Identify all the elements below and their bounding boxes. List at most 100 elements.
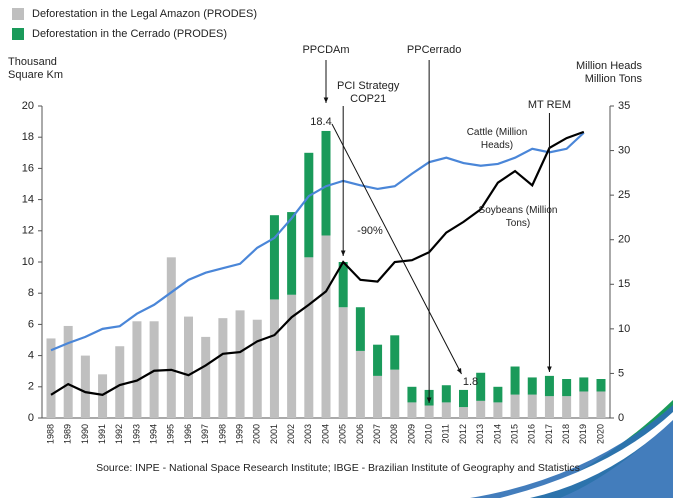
x-tick-label: 2013	[475, 424, 485, 444]
y2-tick-label: 5	[618, 367, 624, 379]
y-tick-label: 14	[22, 194, 34, 206]
bar	[47, 338, 56, 418]
x-tick-label: 2000	[252, 424, 262, 444]
y2-tick-label: 15	[618, 278, 630, 290]
x-tick-label: 2015	[509, 424, 519, 444]
legend-swatch	[12, 8, 24, 20]
y2-axis-title: Million Heads Million Tons	[570, 60, 642, 86]
x-tick-label: 1998	[217, 424, 227, 444]
bar	[511, 395, 520, 418]
bar	[184, 317, 193, 418]
x-tick-label: 2008	[389, 424, 399, 444]
bar	[167, 257, 176, 418]
y-tick-label: 2	[28, 381, 34, 393]
annotation-arrowhead	[547, 366, 552, 372]
bar	[339, 307, 348, 418]
bar	[64, 326, 73, 418]
x-tick-label: 1993	[131, 424, 141, 444]
y2-tick-label: 10	[618, 323, 630, 335]
x-tick-label: 2011	[441, 424, 451, 443]
bar	[253, 320, 262, 418]
x-tick-label: 2009	[406, 424, 416, 444]
x-tick-label: 2017	[544, 424, 554, 444]
x-tick-label: 1995	[166, 424, 176, 444]
line	[51, 132, 584, 395]
bar	[528, 395, 537, 418]
legend-label: Deforestation in the Cerrado (PRODES)	[32, 28, 227, 40]
annotation: PPCDAm	[286, 44, 366, 57]
y-tick-label: 8	[28, 287, 34, 299]
y2-tick-label: 25	[618, 189, 630, 201]
bar	[287, 295, 296, 418]
line-label: Soybeans (Million Tons)	[478, 204, 558, 230]
bar	[390, 370, 399, 418]
x-tick-label: 2001	[269, 424, 279, 444]
bar	[597, 379, 606, 391]
x-tick-label: 2004	[320, 424, 330, 444]
y-tick-label: 6	[28, 318, 34, 330]
bar	[218, 318, 227, 418]
bar	[304, 153, 313, 258]
annotation: MT REM	[519, 99, 579, 112]
bar	[459, 390, 468, 407]
page: {"chart_data": {"type": "bar", "categori…	[0, 0, 673, 498]
y-tick-label: 18	[22, 131, 34, 143]
x-tick-label: 2020	[595, 424, 605, 444]
x-tick-label: 1996	[183, 424, 193, 444]
bar	[528, 377, 537, 394]
bar	[407, 387, 416, 403]
x-tick-label: 1991	[97, 424, 107, 444]
line	[51, 133, 584, 351]
y-axis-title: Thousand Square Km	[8, 56, 68, 82]
x-tick-label: 2005	[338, 424, 348, 444]
annotation: PCI Strategy COP21	[333, 80, 403, 106]
x-tick-label: 1989	[63, 424, 73, 444]
y2-tick-label: 30	[618, 144, 630, 156]
bar	[579, 391, 588, 418]
x-tick-label: 1992	[114, 424, 124, 444]
legend-label: Deforestation in the Legal Amazon (PRODE…	[32, 8, 257, 20]
x-tick-label: 2016	[527, 424, 537, 444]
bar	[545, 396, 554, 418]
bar	[236, 310, 245, 418]
y-tick-label: 12	[22, 225, 34, 237]
x-tick-label: 2003	[303, 424, 313, 444]
y-tick-label: 0	[28, 412, 34, 424]
annotation: -90%	[350, 225, 390, 238]
bar	[390, 335, 399, 369]
annotation: 18.4	[306, 116, 336, 129]
bar	[407, 402, 416, 418]
annotation: 1.8	[456, 376, 486, 389]
bar	[562, 396, 571, 418]
bar	[304, 257, 313, 418]
annotation: PPCerrado	[399, 44, 469, 57]
bar	[597, 391, 606, 418]
line-label: Cattle (Million Heads)	[452, 126, 542, 152]
y2-tick-label: 20	[618, 234, 630, 246]
bar	[545, 376, 554, 396]
bar	[270, 299, 279, 418]
x-tick-label: 1990	[80, 424, 90, 444]
legend-swatch	[12, 28, 24, 40]
bar	[115, 346, 124, 418]
x-tick-label: 2018	[561, 424, 571, 444]
bar	[442, 385, 451, 402]
bar	[493, 387, 502, 403]
x-tick-label: 1994	[149, 424, 159, 444]
x-tick-label: 2012	[458, 424, 468, 444]
y2-tick-label: 35	[618, 100, 630, 112]
bar	[322, 131, 331, 236]
bar	[81, 356, 90, 418]
bar	[579, 377, 588, 391]
annotation-arrowhead	[341, 250, 346, 256]
bar	[493, 402, 502, 418]
y-tick-label: 20	[22, 100, 34, 112]
source: Source: INPE - National Space Research I…	[58, 462, 618, 475]
x-tick-label: 2019	[578, 424, 588, 444]
x-tick-label: 1997	[200, 424, 210, 444]
bar	[511, 367, 520, 395]
x-tick-label: 1999	[234, 424, 244, 444]
y2-tick-label: 0	[618, 412, 624, 424]
bar	[270, 215, 279, 299]
x-tick-label: 2002	[286, 424, 296, 444]
